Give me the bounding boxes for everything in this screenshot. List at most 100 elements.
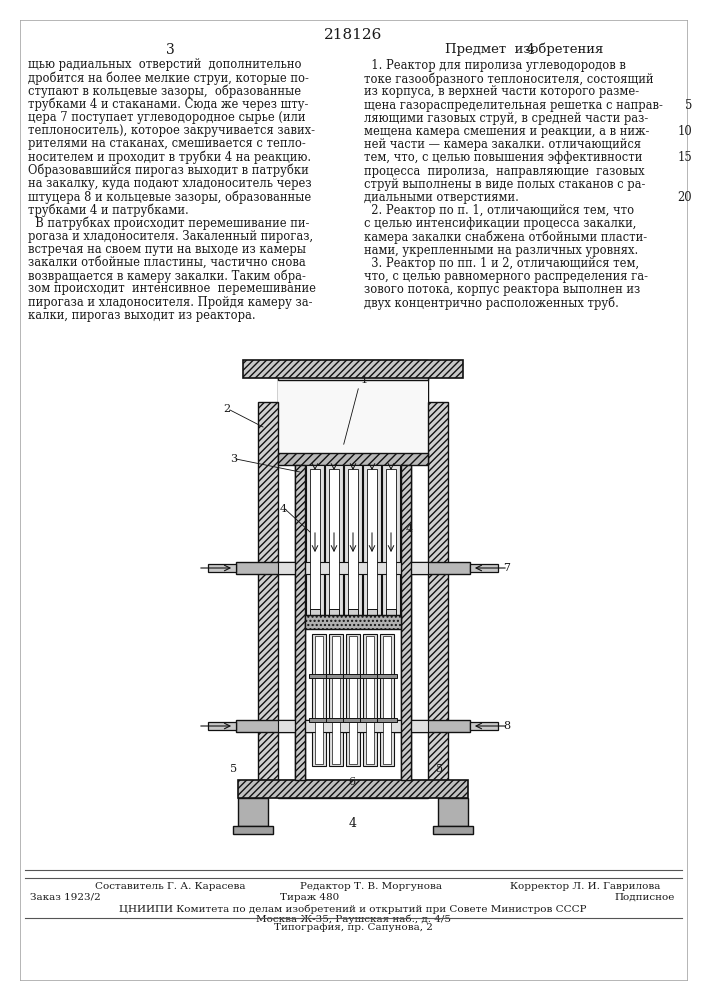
Bar	[258, 402, 278, 780]
Bar	[278, 453, 428, 465]
Bar	[360, 674, 380, 678]
Text: токе газообразного теплоносителя, состоящий: токе газообразного теплоносителя, состоя…	[364, 72, 653, 86]
Bar	[366, 636, 374, 764]
Bar	[208, 564, 236, 572]
Text: процесса  пиролиза,  направляющие  газовых: процесса пиролиза, направляющие газовых	[364, 165, 645, 178]
Text: цера 7 поступает углеводородное сырье (или: цера 7 поступает углеводородное сырье (и…	[28, 111, 305, 124]
Text: зом происходит  интенсивное  перемешивание: зом происходит интенсивное перемешивание	[28, 282, 316, 295]
Bar	[363, 634, 377, 766]
Text: В патрубках происходит перемешивание пи-: В патрубках происходит перемешивание пи-	[28, 216, 310, 230]
Bar	[386, 469, 396, 611]
Text: 2. Реактор по п. 1, отличающийся тем, что: 2. Реактор по п. 1, отличающийся тем, чт…	[364, 204, 634, 217]
Text: встречая на своем пути на выходе из камеры: встречая на своем пути на выходе из каме…	[28, 243, 306, 256]
Text: двух концентрично расположенных труб.: двух концентрично расположенных труб.	[364, 297, 619, 310]
Bar	[332, 636, 340, 764]
Text: Заказ 1923/2: Заказ 1923/2	[30, 893, 101, 902]
Bar	[325, 465, 343, 615]
Text: пирогаза и хладоносителя. Пройдя камеру за-: пирогаза и хладоносителя. Пройдя камеру …	[28, 296, 312, 309]
Bar	[360, 718, 380, 722]
Bar	[346, 634, 360, 766]
Bar	[343, 674, 363, 678]
Text: теплоноситель), которое закручивается завих-: теплоноситель), которое закручивается за…	[28, 124, 315, 137]
Text: 2: 2	[223, 404, 230, 414]
Text: дробится на более мелкие струи, которые по-: дробится на более мелкие струи, которые …	[28, 71, 309, 85]
Bar	[329, 469, 339, 611]
Text: 5: 5	[684, 99, 692, 112]
Text: рогаза и хладоносителя. Закаленный пирогаз,: рогаза и хладоносителя. Закаленный пирог…	[28, 230, 313, 243]
Text: Редактор Т. В. Моргунова: Редактор Т. В. Моргунова	[300, 882, 442, 891]
Bar	[401, 465, 411, 780]
Bar	[377, 718, 397, 722]
Text: 20: 20	[677, 191, 692, 204]
Text: из корпуса, в верхней части которого разме-: из корпуса, в верхней части которого раз…	[364, 85, 639, 98]
Bar	[470, 722, 498, 730]
Bar	[367, 609, 377, 615]
Text: Предмет  изобретения: Предмет изобретения	[445, 43, 603, 56]
Text: щена газораспределительная решетка с направ-: щена газораспределительная решетка с нап…	[364, 99, 663, 112]
Bar	[295, 465, 305, 780]
Text: 10: 10	[677, 125, 692, 138]
Bar	[236, 562, 470, 574]
Text: зового потока, корпус реактора выполнен из: зового потока, корпус реактора выполнен …	[364, 283, 641, 296]
Text: Подписное: Подписное	[614, 893, 675, 902]
Text: ляющими газовых струй, в средней части раз-: ляющими газовых струй, в средней части р…	[364, 112, 648, 125]
Bar	[309, 718, 329, 722]
Text: на закалку, куда подают хладоноситель через: на закалку, куда подают хладоноситель че…	[28, 177, 312, 190]
Text: 1: 1	[361, 375, 368, 385]
Bar	[349, 636, 357, 764]
Bar	[243, 360, 463, 378]
Bar	[329, 609, 339, 615]
Text: мещена камера смешения и реакции, а в ниж-: мещена камера смешения и реакции, а в ни…	[364, 125, 649, 138]
Bar	[326, 674, 346, 678]
Text: 4: 4	[406, 524, 413, 534]
Text: рителями на стаканах, смешивается с тепло-: рителями на стаканах, смешивается с тепл…	[28, 137, 305, 150]
Bar	[278, 562, 428, 574]
Bar	[470, 564, 498, 572]
Text: 8: 8	[503, 721, 510, 731]
Bar	[208, 722, 236, 730]
Text: 3: 3	[230, 454, 237, 464]
Bar	[329, 634, 343, 766]
Bar	[305, 615, 401, 629]
Bar	[326, 718, 346, 722]
Bar	[428, 402, 448, 780]
Bar	[377, 674, 397, 678]
Bar	[312, 634, 326, 766]
Bar	[380, 634, 394, 766]
Text: 7: 7	[503, 563, 510, 573]
Bar	[278, 720, 428, 732]
Text: носителем и проходит в трубки 4 на реакцию.: носителем и проходит в трубки 4 на реакц…	[28, 150, 311, 164]
Text: Типография, пр. Сапунова, 2: Типография, пр. Сапунова, 2	[274, 923, 433, 932]
Bar	[348, 469, 358, 611]
Text: калки, пирогаз выходит из реактора.: калки, пирогаз выходит из реактора.	[28, 309, 256, 322]
Text: 3: 3	[165, 43, 175, 57]
Text: 5: 5	[230, 764, 237, 774]
Bar	[310, 609, 320, 615]
Bar	[401, 465, 411, 780]
Text: ЦНИИПИ Комитета по делам изобретений и открытий при Совете Министров СССР: ЦНИИПИ Комитета по делам изобретений и о…	[119, 904, 587, 914]
Bar	[305, 465, 401, 780]
Text: 15: 15	[677, 151, 692, 164]
Text: 4: 4	[525, 43, 534, 57]
Text: 5: 5	[436, 764, 443, 774]
Text: щью радиальных  отверстий  дополнительно: щью радиальных отверстий дополнительно	[28, 58, 301, 71]
Bar	[310, 469, 320, 611]
Text: Образовавшийся пирогаз выходит в патрубки: Образовавшийся пирогаз выходит в патрубк…	[28, 164, 309, 177]
Bar	[343, 718, 363, 722]
Text: 6: 6	[348, 777, 355, 787]
Text: возвращается в камеру закалки. Таким обра-: возвращается в камеру закалки. Таким обр…	[28, 269, 306, 283]
Bar	[386, 609, 396, 615]
Text: нами, укрепленными на различных уровнях.: нами, укрепленными на различных уровнях.	[364, 244, 638, 257]
Text: закалки отбойные пластины, частично снова: закалки отбойные пластины, частично снов…	[28, 256, 305, 269]
Text: тем, что, с целью повышения эффективности: тем, что, с целью повышения эффективност…	[364, 151, 643, 164]
Bar	[382, 465, 400, 615]
Bar	[238, 798, 268, 826]
Bar	[278, 378, 428, 453]
Bar	[383, 636, 391, 764]
Bar	[348, 609, 358, 615]
Text: струй выполнены в виде полых стаканов с ра-: струй выполнены в виде полых стаканов с …	[364, 178, 645, 191]
Text: Составитель Г. А. Карасева: Составитель Г. А. Карасева	[95, 882, 245, 891]
Text: ней части — камера закалки. отличающийся: ней части — камера закалки. отличающийся	[364, 138, 641, 151]
Text: 3. Реактор по пп. 1 и 2, отличающийся тем,: 3. Реактор по пп. 1 и 2, отличающийся те…	[364, 257, 639, 270]
Text: трубками 4 и патрубками.: трубками 4 и патрубками.	[28, 203, 189, 217]
